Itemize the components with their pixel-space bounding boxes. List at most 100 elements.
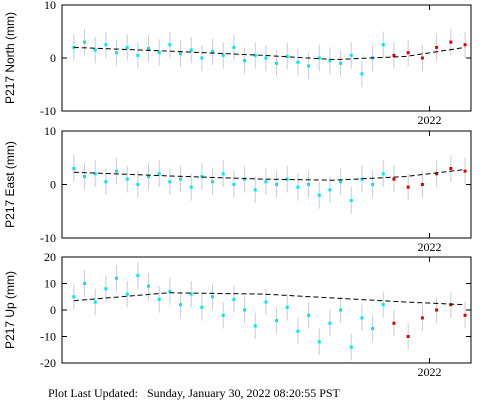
point: [189, 185, 193, 189]
x-tick-label: 2022: [418, 365, 442, 379]
point: [125, 45, 129, 49]
point: [435, 45, 439, 49]
point: [317, 340, 321, 344]
point: [136, 274, 140, 278]
point: [463, 169, 467, 173]
point: [115, 276, 119, 280]
footer: Plot Last Updated: Sunday, January 30, 2…: [48, 386, 341, 400]
point: [296, 60, 300, 64]
point: [221, 172, 225, 176]
point: [125, 177, 129, 181]
point: [264, 180, 268, 184]
point: [317, 193, 321, 197]
point: [381, 43, 385, 47]
point: [264, 56, 268, 60]
point: [463, 43, 467, 47]
point: [157, 172, 161, 176]
point: [253, 324, 257, 328]
point: [147, 174, 151, 178]
trend-line: [73, 292, 466, 306]
point: [93, 172, 97, 176]
point: [125, 292, 129, 296]
point: [253, 188, 257, 192]
point: [232, 45, 236, 49]
point: [296, 329, 300, 333]
y-tick-label: 0: [50, 178, 56, 192]
y-tick-label: -10: [40, 104, 56, 118]
point: [285, 54, 289, 58]
y-tick-label: 10: [44, 277, 56, 291]
point: [211, 50, 215, 54]
point: [72, 166, 76, 170]
point: [285, 305, 289, 309]
point: [275, 319, 279, 323]
point: [221, 53, 225, 57]
y-tick-label: 10: [44, 0, 56, 12]
point: [406, 335, 410, 338]
point: [189, 48, 193, 52]
point: [200, 305, 204, 309]
point: [285, 177, 289, 181]
point: [83, 174, 87, 178]
y-axis-label: P217 Up (mm): [3, 271, 17, 349]
point: [179, 52, 183, 56]
point: [328, 321, 332, 325]
y-tick-label: 10: [44, 124, 56, 138]
point: [420, 316, 424, 320]
point: [104, 287, 108, 291]
point: [211, 295, 215, 299]
point: [435, 308, 439, 312]
y-tick-label: 0: [50, 303, 56, 317]
point: [392, 321, 396, 325]
point: [307, 183, 311, 186]
y-axis-label: P217 North (mm): [3, 12, 17, 104]
point: [104, 180, 108, 184]
point: [307, 64, 311, 68]
point: [179, 177, 183, 181]
point: [147, 46, 151, 50]
point: [463, 313, 467, 317]
y-tick-label: 20: [44, 250, 56, 264]
point: [83, 282, 87, 285]
point: [449, 40, 453, 44]
point: [381, 172, 385, 176]
point: [307, 313, 311, 317]
point: [420, 183, 424, 186]
point: [392, 177, 396, 181]
trend-line: [73, 169, 466, 181]
point: [449, 166, 453, 170]
point: [339, 180, 343, 184]
point: [371, 327, 375, 331]
point: [349, 199, 353, 203]
point: [339, 308, 343, 312]
point: [115, 51, 119, 55]
point: [189, 292, 193, 296]
y-axis-label: P217 East (mm): [3, 141, 17, 228]
point: [264, 300, 268, 304]
point: [93, 48, 97, 52]
point: [93, 300, 97, 304]
y-tick-label: -20: [40, 356, 56, 370]
point: [232, 183, 236, 186]
y-tick-label: 0: [50, 51, 56, 65]
point: [221, 313, 225, 317]
point: [420, 56, 424, 60]
point: [317, 56, 321, 60]
trend-line: [73, 46, 466, 61]
point: [168, 43, 172, 47]
point: [328, 188, 332, 192]
point: [243, 308, 247, 312]
point: [371, 183, 375, 186]
point: [168, 180, 172, 184]
y-tick-label: -10: [40, 330, 56, 344]
point: [392, 53, 396, 57]
point: [157, 51, 161, 55]
point: [406, 185, 410, 189]
point: [179, 303, 183, 307]
point: [136, 53, 140, 57]
point: [136, 183, 140, 186]
point: [83, 40, 87, 44]
point: [253, 53, 257, 57]
point: [72, 295, 76, 299]
